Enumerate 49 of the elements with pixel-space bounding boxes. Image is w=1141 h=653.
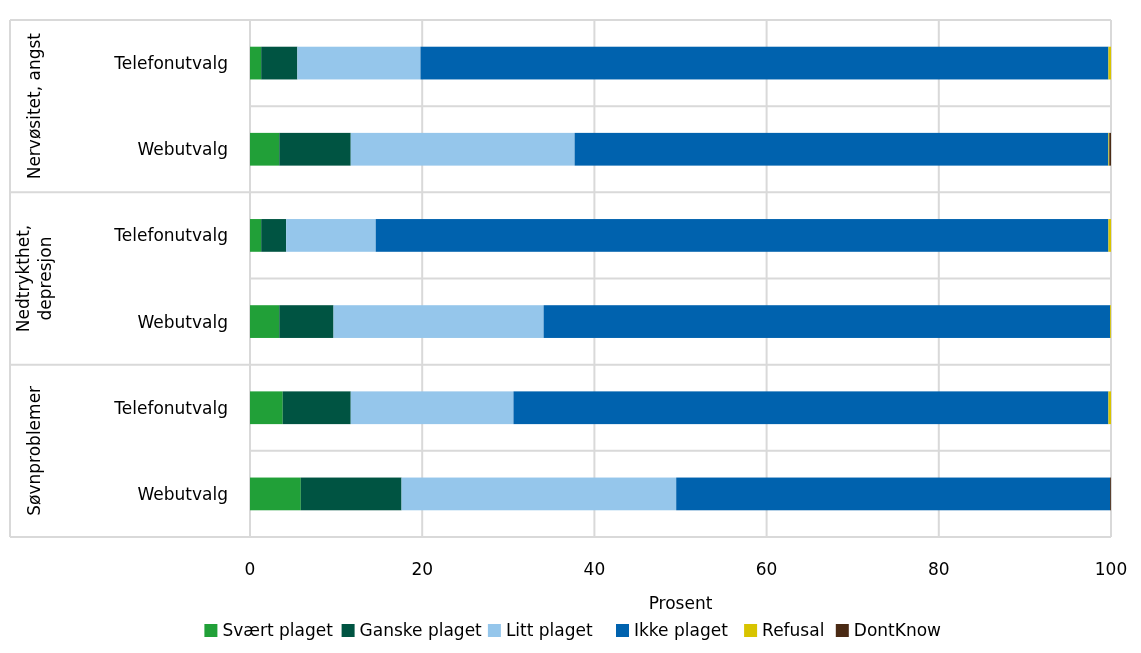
bar [250, 477, 301, 511]
bar [261, 46, 298, 80]
bar [282, 391, 351, 425]
bar [401, 477, 677, 511]
bar [543, 305, 1111, 338]
bar [261, 219, 287, 252]
x-tick-label: 100 [1094, 559, 1128, 579]
legend-label: DontKnow [853, 620, 942, 640]
bar [350, 132, 575, 166]
x-tick-label: 40 [583, 559, 606, 579]
bar [1108, 219, 1111, 252]
y-tick-label: Webutvalg [137, 483, 228, 504]
text: Nedtrykthet, depresjon [13, 224, 55, 333]
bar [513, 391, 1109, 425]
text: Søvnproblemer [24, 385, 44, 516]
legend-label: Refusal [762, 620, 825, 640]
bar [279, 305, 334, 338]
bar [1108, 46, 1111, 80]
text: Nervøsitet, angst [24, 32, 44, 180]
legend-label: Svært plaget [222, 620, 334, 640]
bar [250, 305, 280, 338]
y-tick-label: Webutvalg [137, 311, 228, 332]
x-tick-label: 80 [927, 559, 950, 579]
x-axis-title: Prosent [648, 593, 713, 613]
legend-label: Ganske plaget [359, 620, 483, 640]
legend-label: Ikke plaget [634, 620, 729, 640]
bar [250, 219, 262, 252]
bar [286, 219, 376, 252]
bar [420, 46, 1109, 80]
y-tick-label: Telefonutvalg [113, 225, 228, 246]
bar [279, 132, 351, 166]
y-tick-label: Telefonutvalg [113, 397, 228, 418]
bar [676, 477, 1111, 511]
y-tick-label: Webutvalg [137, 139, 228, 160]
y-tick-label: Telefonutvalg [113, 53, 228, 74]
bar [375, 219, 1109, 252]
bar [300, 477, 402, 511]
bar [250, 46, 262, 80]
x-tick-label: 60 [755, 559, 778, 579]
bar [333, 305, 544, 338]
bar [250, 391, 283, 425]
bar [1108, 391, 1111, 425]
bar [250, 132, 280, 166]
legend-label: Litt plaget [505, 620, 594, 640]
bar [297, 46, 421, 80]
bar [350, 391, 514, 425]
x-tick-label: 20 [411, 559, 434, 579]
bar [574, 132, 1109, 166]
x-tick-label: 0 [244, 559, 256, 579]
